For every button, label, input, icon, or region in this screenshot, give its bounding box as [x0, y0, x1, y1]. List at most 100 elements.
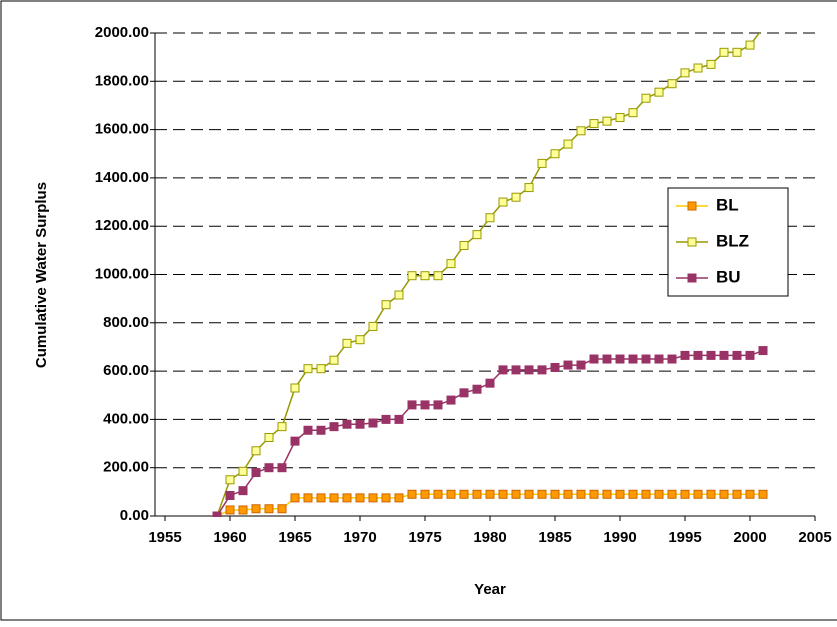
point-marker	[706, 489, 716, 499]
y-tick-label: 1000.00	[95, 265, 149, 282]
point-marker	[290, 493, 300, 503]
point-marker	[329, 422, 339, 432]
point-marker	[732, 350, 742, 360]
point-marker	[732, 47, 742, 57]
point-marker	[680, 68, 690, 78]
point-marker	[329, 493, 339, 503]
point-marker	[524, 365, 534, 375]
point-marker	[472, 489, 482, 499]
point-marker	[407, 489, 417, 499]
x-tick-label: 1970	[343, 529, 376, 546]
point-marker	[355, 493, 365, 503]
point-marker	[719, 47, 729, 57]
point-marker	[641, 93, 651, 103]
point-marker	[745, 40, 755, 50]
point-marker	[394, 414, 404, 424]
point-marker	[498, 197, 508, 207]
point-marker	[303, 493, 313, 503]
point-marker	[719, 350, 729, 360]
point-marker	[459, 489, 469, 499]
point-marker	[316, 425, 326, 435]
y-axis-label: Cumulative Water Surplus	[33, 182, 50, 368]
point-marker	[563, 489, 573, 499]
point-marker	[680, 489, 690, 499]
point-marker	[589, 119, 599, 129]
point-marker	[264, 463, 274, 473]
point-marker	[641, 354, 651, 364]
point-marker	[511, 192, 521, 202]
x-tick-label: 1960	[213, 529, 246, 546]
point-marker	[576, 489, 586, 499]
point-marker	[667, 489, 677, 499]
y-tick-label: 200.00	[103, 459, 149, 476]
point-marker	[433, 271, 443, 281]
point-marker	[602, 116, 612, 126]
point-marker	[238, 505, 248, 515]
point-marker	[420, 271, 430, 281]
point-marker	[576, 360, 586, 370]
point-marker	[654, 489, 664, 499]
point-marker	[615, 354, 625, 364]
point-marker	[654, 354, 664, 364]
point-marker	[550, 149, 560, 159]
point-marker	[342, 493, 352, 503]
point-marker	[563, 360, 573, 370]
x-tick-label: 1955	[148, 529, 181, 546]
point-marker	[589, 489, 599, 499]
point-marker	[212, 511, 222, 517]
legend-marker	[687, 273, 697, 283]
point-marker	[394, 290, 404, 300]
point-marker	[550, 362, 560, 372]
point-marker	[680, 350, 690, 360]
y-tick-label: 0.00	[120, 507, 149, 524]
x-tick-label: 2005	[798, 529, 831, 546]
point-marker	[602, 489, 612, 499]
legend-marker	[687, 237, 697, 247]
point-marker	[667, 354, 677, 364]
point-marker	[290, 436, 300, 446]
y-tick-label: 400.00	[103, 410, 149, 427]
point-marker	[368, 321, 378, 331]
point-marker	[342, 419, 352, 429]
point-marker	[641, 489, 651, 499]
point-marker	[654, 87, 664, 97]
point-marker	[693, 350, 703, 360]
point-marker	[550, 489, 560, 499]
point-marker	[498, 489, 508, 499]
x-tick-label: 2000	[733, 529, 766, 546]
point-marker	[290, 383, 300, 393]
point-marker	[745, 350, 755, 360]
point-marker	[368, 493, 378, 503]
point-marker	[459, 241, 469, 251]
point-marker	[615, 489, 625, 499]
point-marker	[407, 271, 417, 281]
x-axis-label: Year	[474, 581, 506, 598]
y-tick-label: 800.00	[103, 314, 149, 331]
point-marker	[433, 489, 443, 499]
point-marker	[225, 490, 235, 500]
point-marker	[394, 493, 404, 503]
point-marker	[472, 384, 482, 394]
point-marker	[381, 300, 391, 310]
point-marker	[628, 108, 638, 118]
point-marker	[628, 354, 638, 364]
point-marker	[264, 504, 274, 514]
point-marker	[485, 489, 495, 499]
x-tick-label: 1980	[473, 529, 506, 546]
point-marker	[368, 418, 378, 428]
point-marker	[485, 213, 495, 223]
point-marker	[719, 489, 729, 499]
point-marker	[277, 504, 287, 514]
point-marker	[420, 400, 430, 410]
point-marker	[615, 113, 625, 123]
point-marker	[316, 364, 326, 374]
point-marker	[667, 79, 677, 89]
x-tick-label: 1985	[538, 529, 571, 546]
legend-label: BL	[716, 195, 739, 214]
point-marker	[485, 378, 495, 388]
legend-label: BU	[716, 267, 741, 286]
point-marker	[303, 425, 313, 435]
point-marker	[628, 489, 638, 499]
point-marker	[251, 504, 261, 514]
point-marker	[446, 489, 456, 499]
